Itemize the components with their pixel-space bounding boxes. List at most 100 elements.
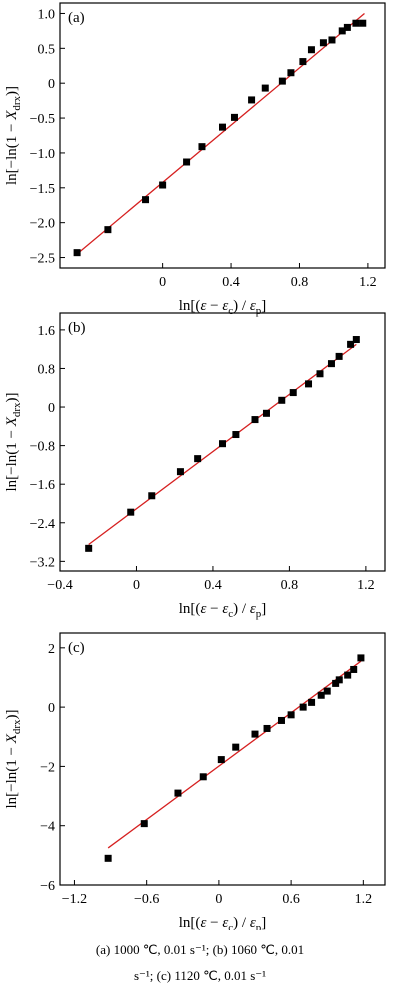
x-axis-label: ln[(ε − εc) / εp] bbox=[179, 601, 266, 620]
data-point bbox=[299, 703, 307, 711]
x-tick-label: 0.4 bbox=[204, 578, 222, 593]
y-tick-label: −4 bbox=[40, 820, 55, 835]
panel-label: (a) bbox=[68, 10, 85, 26]
chart-panel-a: 0 0.4 0.8 1.2 −2.5 −2.0 −1.5 −1.0 −0.5 0 0.5 1.0 (a)… bbox=[4, 2, 386, 317]
y-tick-label: 1.6 bbox=[38, 324, 56, 339]
data-point bbox=[174, 789, 182, 797]
data-point bbox=[104, 854, 112, 862]
data-point bbox=[307, 46, 315, 54]
data-point bbox=[317, 691, 325, 699]
x-tick-label: 0 bbox=[215, 892, 222, 907]
caption-line-1: (a) 1000 ℃, 0.01 s⁻¹; (b) 1060 ℃, 0.01 bbox=[95, 942, 305, 957]
y-tick-label: 0 bbox=[48, 701, 55, 716]
data-point bbox=[316, 370, 324, 378]
data-point bbox=[194, 455, 202, 463]
data-point bbox=[289, 389, 297, 397]
x-tick-label: 0 bbox=[133, 578, 140, 593]
panel-label: (b) bbox=[68, 320, 86, 336]
data-point bbox=[327, 360, 335, 368]
data-point bbox=[335, 352, 343, 360]
data-point bbox=[176, 468, 184, 476]
data-point bbox=[332, 679, 340, 687]
data-point bbox=[248, 96, 256, 104]
data-point bbox=[359, 19, 367, 27]
data-point bbox=[261, 84, 269, 92]
y-tick-label: −6 bbox=[40, 879, 55, 894]
x-tick-label: 0.4 bbox=[222, 275, 240, 290]
chart-panel-b: −0.4 0 0.4 0.8 1.2 −3.2 −2.4 −1.6 −0.8 0 0.8 1.6 (b)… bbox=[4, 312, 386, 620]
x-tick-label: −0.4 bbox=[47, 578, 72, 593]
data-point bbox=[219, 440, 226, 448]
plot-frame bbox=[59, 2, 386, 269]
data-point bbox=[219, 123, 226, 131]
data-point bbox=[217, 756, 225, 764]
data-point bbox=[104, 226, 112, 234]
y-tick-label: −0.8 bbox=[30, 440, 55, 455]
data-point bbox=[350, 665, 358, 673]
x-tick-label: 1.2 bbox=[357, 578, 375, 593]
y-axis-label: ln[−ln(1 − Xdrx)] bbox=[4, 709, 23, 808]
plot-frame bbox=[59, 632, 386, 886]
x-tick-label: 1.2 bbox=[355, 892, 373, 907]
y-tick-label: 0 bbox=[48, 77, 55, 92]
data-point bbox=[352, 336, 360, 344]
y-tick-label: 2 bbox=[48, 642, 55, 657]
y-tick-label: 0.8 bbox=[38, 362, 56, 377]
caption-line-2: s⁻¹; (c) 1120 ℃, 0.01 s⁻¹ bbox=[133, 968, 267, 983]
data-point bbox=[338, 27, 346, 35]
x-tick-label: 0.8 bbox=[291, 275, 309, 290]
x-tick-label: 0.8 bbox=[281, 578, 299, 593]
data-point bbox=[73, 249, 81, 257]
data-point bbox=[127, 508, 135, 516]
data-point bbox=[344, 671, 352, 679]
data-point bbox=[232, 431, 240, 439]
data-point bbox=[343, 23, 351, 31]
fit-line bbox=[76, 12, 365, 255]
data-point bbox=[230, 113, 238, 121]
data-point bbox=[319, 39, 327, 47]
data-point bbox=[199, 773, 207, 781]
x-axis-label: ln[(ε − εc) / εp] bbox=[179, 298, 266, 317]
y-tick-label: −2 bbox=[40, 760, 55, 775]
data-point bbox=[308, 698, 316, 706]
y-axis-label: ln[−ln(1 − Xdrx)] bbox=[4, 86, 23, 185]
data-point bbox=[323, 687, 331, 695]
fit-line bbox=[107, 660, 362, 849]
data-point bbox=[347, 340, 355, 348]
data-point bbox=[305, 380, 313, 388]
x-tick-label: −1.2 bbox=[62, 892, 87, 907]
y-tick-label: −1.0 bbox=[30, 147, 55, 162]
y-axis-label: ln[−ln(1 − Xdrx)] bbox=[4, 392, 23, 491]
plot-frame bbox=[59, 312, 386, 572]
data-point bbox=[357, 654, 365, 662]
data-point bbox=[262, 409, 270, 417]
data-point bbox=[85, 544, 93, 552]
x-tick-label: 1.2 bbox=[359, 275, 377, 290]
y-tick-label: 1.0 bbox=[38, 7, 56, 22]
data-point bbox=[159, 181, 167, 189]
y-tick-label: −3.2 bbox=[30, 555, 55, 570]
y-tick-label: 0 bbox=[48, 401, 55, 416]
data-point bbox=[142, 196, 150, 204]
data-point bbox=[232, 743, 240, 751]
chart-panel-c: −1.2 −0.6 0 0.6 1.2 −6 −4 −2 0 2 (c) ln[(ε − εc) / … bbox=[4, 632, 386, 930]
data-point bbox=[183, 158, 191, 166]
data-point bbox=[251, 730, 259, 738]
data-point bbox=[251, 416, 259, 424]
y-tick-label: −1.5 bbox=[30, 182, 55, 197]
data-point bbox=[278, 77, 286, 85]
data-point bbox=[352, 19, 360, 27]
data-point bbox=[263, 724, 271, 732]
x-axis-label: ln[(ε − εc) / εp] bbox=[179, 915, 266, 930]
data-point bbox=[198, 143, 206, 151]
x-tick-label: −0.6 bbox=[134, 892, 159, 907]
y-tick-label: −2.4 bbox=[30, 517, 55, 532]
x-tick-label: 0 bbox=[159, 275, 166, 290]
panel-label: (c) bbox=[68, 640, 85, 656]
data-point bbox=[140, 820, 148, 828]
data-point bbox=[328, 36, 336, 44]
data-point bbox=[335, 676, 343, 684]
y-tick-label: −2.0 bbox=[30, 217, 55, 232]
y-tick-label: −0.5 bbox=[30, 112, 55, 127]
figure: 0 0.4 0.8 1.2 −2.5 −2.0 −1.5 −1.0 −0.5 0 0.5 1.0 (a)… bbox=[4, 2, 386, 930]
